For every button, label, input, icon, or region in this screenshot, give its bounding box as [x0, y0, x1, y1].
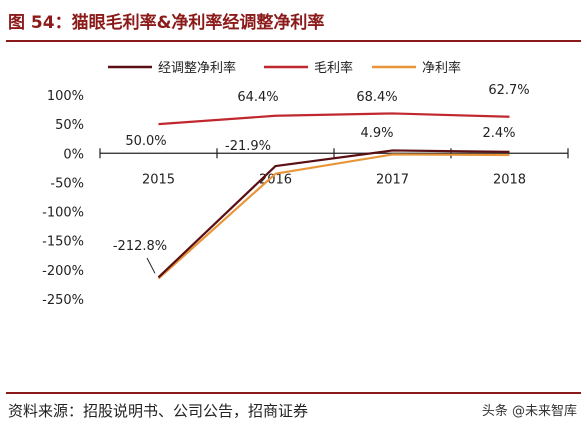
data-label: 62.7%: [488, 83, 529, 98]
x-tick-label: 2017: [376, 172, 409, 187]
watermark: 头条 @未来智库: [481, 404, 577, 419]
legend-label-2: 净利率: [422, 60, 461, 76]
y-tick-label: -150%: [42, 235, 84, 250]
y-tick-label: 50%: [55, 118, 84, 133]
series-line-0: [157, 149, 510, 279]
y-tick-label: -100%: [42, 206, 84, 221]
y-tick-label: -200%: [42, 264, 84, 279]
title-divider: [6, 40, 581, 42]
x-tick-label: 2016: [259, 172, 292, 187]
data-label: -212.8%: [113, 239, 167, 254]
data-label: 2.4%: [482, 126, 515, 141]
y-tick-label: -50%: [50, 176, 84, 191]
label-leader-line: [146, 257, 156, 274]
chart-title: 图 54：猫眼毛利率&净利率经调整净利率: [8, 13, 325, 33]
y-tick-label: 100%: [47, 89, 84, 104]
x-tick-label: 2018: [493, 172, 526, 187]
source-divider: [6, 392, 581, 394]
source-note: 资料来源：招股说明书、公司公告，招商证券: [8, 402, 309, 420]
x-tick-label: 2015: [142, 172, 175, 187]
series-line-1: [158, 112, 510, 126]
data-label: 64.4%: [237, 90, 278, 105]
series-line-2: [157, 153, 510, 280]
line-chart: 100% 50% 0% -50% -100% -150% -200% -250% 2015 201…: [42, 60, 569, 308]
legend-label-1: 毛利率: [314, 60, 353, 76]
y-tick-label: -250%: [42, 293, 84, 308]
y-tick-label: 0%: [63, 147, 84, 162]
data-label: -21.9%: [225, 139, 271, 154]
data-label: 68.4%: [356, 90, 397, 105]
legend-label-0: 经调整净利率: [158, 60, 236, 76]
data-label: 4.9%: [360, 126, 393, 141]
data-label: 50.0%: [125, 134, 166, 149]
